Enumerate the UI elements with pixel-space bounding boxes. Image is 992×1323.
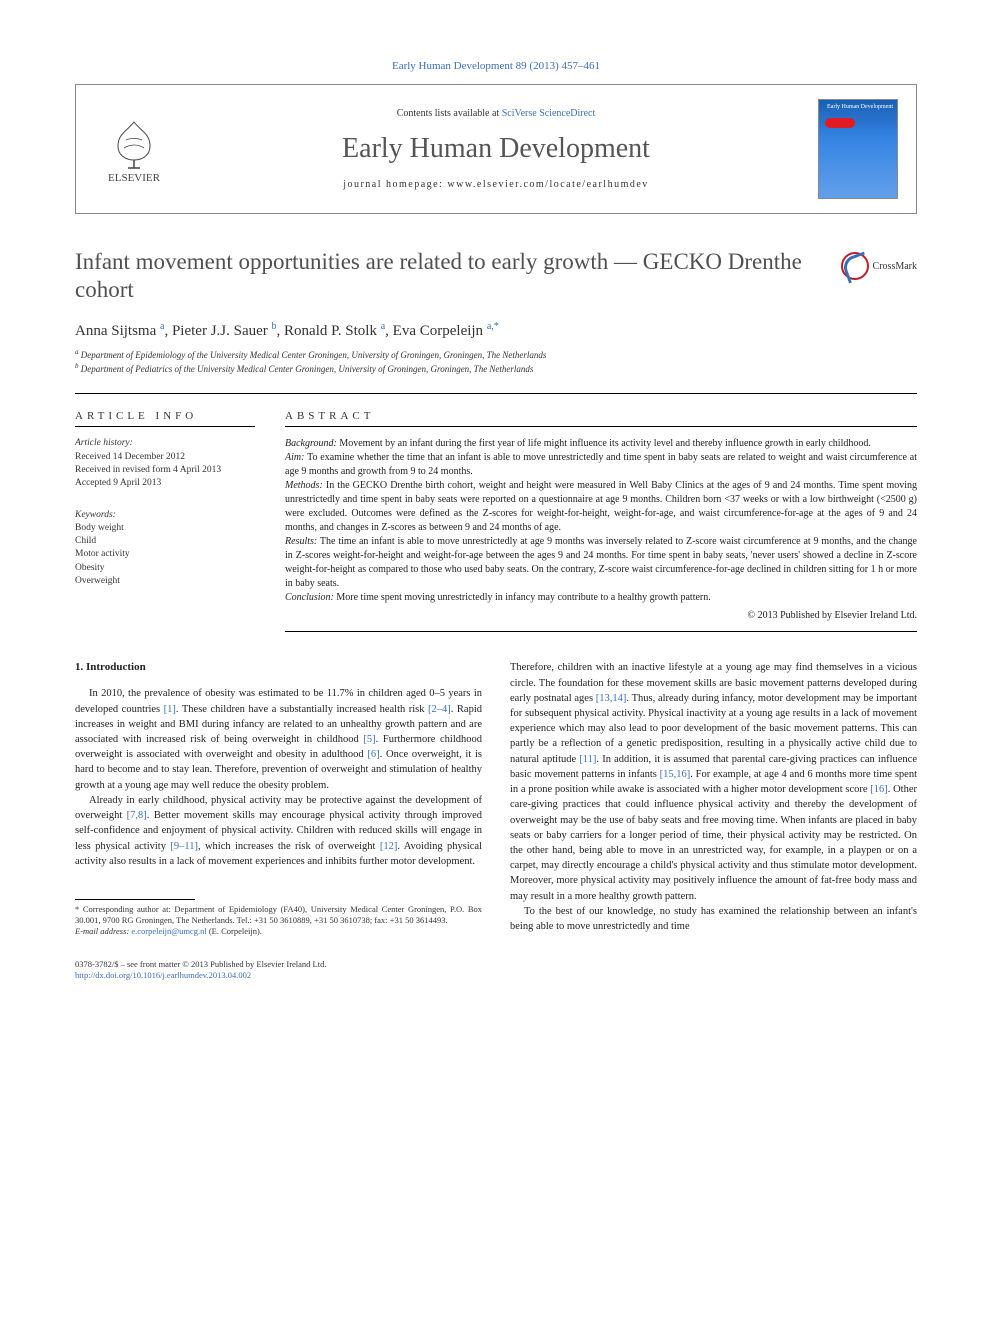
abstract-text: Background: Movement by an infant during… [285,437,917,623]
body-columns: 1. Introduction In 2010, the prevalence … [75,660,917,937]
bottom-bar: 0378-3782/$ – see front matter © 2013 Pu… [75,959,917,981]
sciencedirect-link[interactable]: SciVerse ScienceDirect [502,108,596,119]
title-block: Infant movement opportunities are relate… [75,248,917,303]
info-abstract-row: ARTICLE INFO Article history: Received 1… [75,410,917,632]
contents-line: Contents lists available at SciVerse Sci… [174,108,818,119]
page-container: Early Human Development 89 (2013) 457–46… [0,0,992,1021]
email-line: E-mail address: e.corpeleijn@umcg.nl (E.… [75,926,482,937]
keywords-block: Keywords: Body weight Child Motor activi… [75,509,255,589]
footnotes: * Corresponding author at: Department of… [75,904,482,937]
ref-link[interactable]: [9–11] [170,841,198,852]
rule-after-abstract [285,631,917,632]
revised-date: Received in revised form 4 April 2013 [75,465,221,475]
abs-conclusion: More time spent moving unrestrictedly in… [334,592,711,603]
elsevier-tree-icon [106,114,162,170]
article-info-head: ARTICLE INFO [75,410,255,422]
header-center: Contents lists available at SciVerse Sci… [174,108,818,190]
history-label: Article history: [75,438,133,448]
abstract-rule [285,426,917,427]
affiliation-b: b Department of Pediatrics of the Univer… [75,362,917,376]
keyword: Obesity [75,563,105,573]
copyright-line: © 2013 Published by Elsevier Ireland Ltd… [285,609,917,623]
right-column: Therefore, children with an inactive lif… [510,660,917,937]
ref-link[interactable]: [11] [579,754,596,765]
affiliations: a Department of Epidemiology of the Univ… [75,348,917,375]
intro-para-1: In 2010, the prevalence of obesity was e… [75,686,482,793]
ref-link[interactable]: [12] [380,841,398,852]
journal-citation-link[interactable]: Early Human Development 89 (2013) 457–46… [75,60,917,72]
doi-link[interactable]: http://dx.doi.org/10.1016/j.earlhumdev.2… [75,970,251,980]
article-info-rule [75,426,255,427]
left-column: 1. Introduction In 2010, the prevalence … [75,660,482,937]
keywords-label: Keywords: [75,510,116,520]
abs-conclusion-label: Conclusion: [285,592,334,603]
journal-cover-thumbnail: Early Human Development [818,99,898,199]
ref-link[interactable]: [15,16] [660,769,691,780]
email-link[interactable]: e.corpeleijn@umcg.nl [131,926,206,936]
crossmark-label: CrossMark [873,261,917,272]
ref-link[interactable]: [13,14] [596,693,627,704]
ref-link[interactable]: [5] [363,734,375,745]
abs-aim-label: Aim: [285,452,304,463]
abstract-column: ABSTRACT Background: Movement by an infa… [285,410,917,632]
footnote-rule [75,899,195,900]
article-title: Infant movement opportunities are relate… [75,248,805,303]
abs-background-label: Background: [285,438,337,449]
elsevier-logo: ELSEVIER [94,114,174,184]
intro-para-3: Therefore, children with an inactive lif… [510,660,917,904]
abs-background: Movement by an infant during the first y… [337,438,871,449]
keyword: Overweight [75,576,120,586]
journal-header: ELSEVIER Contents lists available at Sci… [75,84,917,214]
ref-link[interactable]: [16] [870,784,888,795]
journal-homepage[interactable]: journal homepage: www.elsevier.com/locat… [174,179,818,190]
article-info-column: ARTICLE INFO Article history: Received 1… [75,410,285,632]
abs-methods: In the GECKO Drenthe birth cohort, weigh… [285,480,917,533]
intro-para-2: Already in early childhood, physical act… [75,793,482,869]
rule-above-info [75,393,917,394]
abs-methods-label: Methods: [285,480,323,491]
accepted-date: Accepted 9 April 2013 [75,478,161,488]
article-history: Article history: Received 14 December 20… [75,437,255,490]
ref-link[interactable]: [2–4] [428,704,451,715]
elsevier-label: ELSEVIER [108,172,160,184]
issn-line: 0378-3782/$ – see front matter © 2013 Pu… [75,959,917,970]
cover-title: Early Human Development [827,104,893,111]
journal-title: Early Human Development [174,133,818,165]
keyword: Motor activity [75,549,130,559]
corresponding-author: * Corresponding author at: Department of… [75,904,482,926]
contents-text: Contents lists available at [397,108,502,119]
crossmark-badge[interactable]: CrossMark [841,252,917,280]
abstract-head: ABSTRACT [285,410,917,422]
abs-results-label: Results: [285,536,317,547]
authors-line: Anna Sijtsma a, Pieter J.J. Sauer b, Ron… [75,321,917,340]
ref-link[interactable]: [1] [164,704,176,715]
intro-heading: 1. Introduction [75,660,482,676]
abs-results: The time an infant is able to move unres… [285,536,917,589]
received-date: Received 14 December 2012 [75,452,185,462]
abs-aim: To examine whether the time that an infa… [285,452,917,477]
affiliation-a: a Department of Epidemiology of the Univ… [75,348,917,362]
crossmark-icon [841,252,869,280]
keyword: Child [75,536,96,546]
cover-badge [825,118,855,128]
ref-link[interactable]: [6] [367,749,379,760]
intro-para-4: To the best of our knowledge, no study h… [510,904,917,934]
keyword: Body weight [75,523,124,533]
ref-link[interactable]: [7,8] [127,810,147,821]
